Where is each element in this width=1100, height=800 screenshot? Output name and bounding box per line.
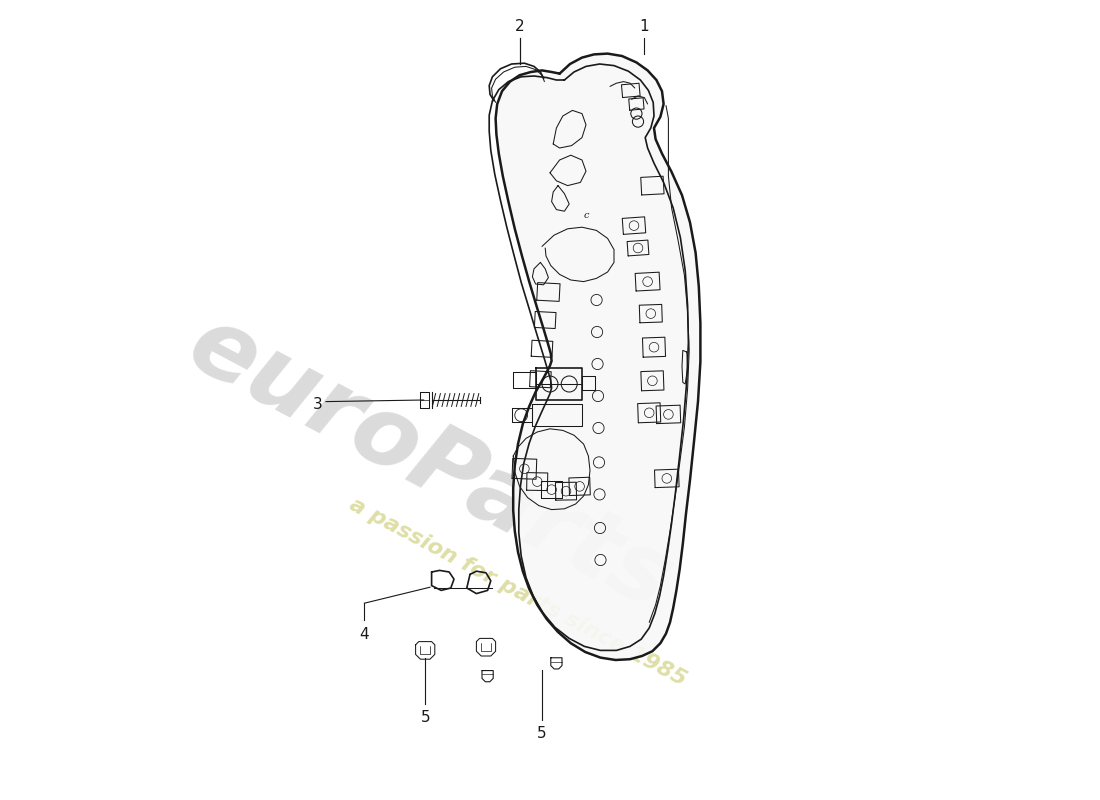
Text: 3: 3 bbox=[314, 398, 323, 412]
Text: euroParts: euroParts bbox=[173, 298, 688, 630]
Text: 2: 2 bbox=[515, 18, 525, 34]
Text: 5: 5 bbox=[537, 726, 547, 742]
Text: a passion for parts since 1985: a passion for parts since 1985 bbox=[346, 494, 690, 690]
Text: 1: 1 bbox=[639, 18, 649, 34]
Text: 4: 4 bbox=[360, 627, 370, 642]
Text: 5: 5 bbox=[420, 710, 430, 726]
Text: c: c bbox=[583, 211, 588, 221]
Polygon shape bbox=[496, 54, 701, 660]
